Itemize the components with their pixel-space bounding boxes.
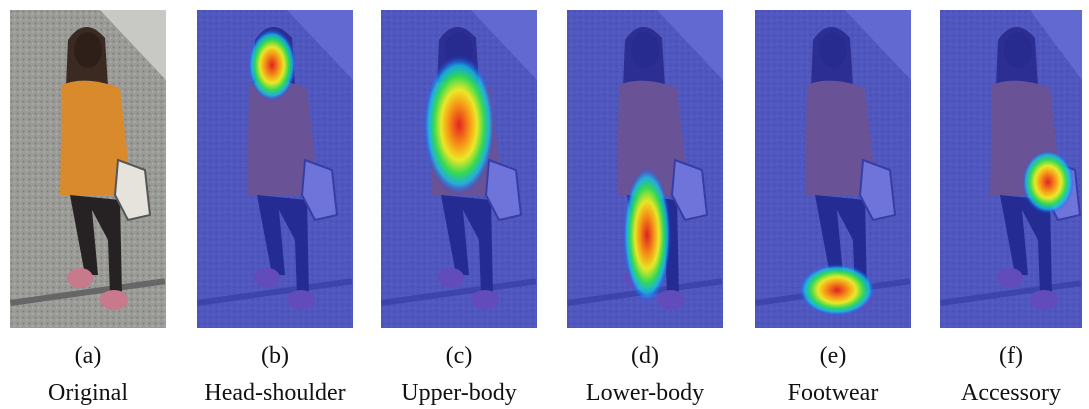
page: (a) Original (b) Head-shoulder (c) Upper-body… [0, 0, 1089, 409]
panel-label: (c) [446, 343, 473, 369]
panel-caption: Original [48, 380, 128, 406]
head [74, 32, 102, 68]
panel-caption: Lower-body [586, 380, 704, 406]
image-panel [10, 10, 166, 328]
panel-label: (d) [631, 343, 659, 369]
image-panel [381, 10, 537, 328]
heatmap [623, 167, 671, 303]
heatmap [1022, 150, 1074, 214]
panel-label: (b) [261, 343, 289, 369]
heatmap [248, 29, 296, 101]
scene [940, 10, 1082, 328]
scene [197, 10, 353, 328]
heatmap [799, 264, 875, 316]
panel-label: (f) [999, 343, 1023, 369]
panel-caption: Head-shoulder [204, 380, 345, 406]
scene [755, 10, 911, 328]
panel-caption: Footwear [788, 380, 879, 406]
panel-label: (a) [75, 343, 102, 369]
heatmap [423, 55, 495, 195]
panel-label: (e) [820, 343, 847, 369]
image-panel [197, 10, 353, 328]
scene [381, 10, 537, 328]
figure: (a) Original (b) Head-shoulder (c) Upper-body… [0, 0, 1089, 409]
image-panel [567, 10, 723, 328]
shoe [67, 268, 93, 288]
panel-caption: Upper-body [401, 380, 517, 406]
panel-caption: Accessory [961, 380, 1061, 406]
scene [567, 10, 723, 328]
image-panel [940, 10, 1082, 328]
image-panel [755, 10, 911, 328]
scene [10, 10, 166, 328]
shoe [100, 290, 128, 310]
